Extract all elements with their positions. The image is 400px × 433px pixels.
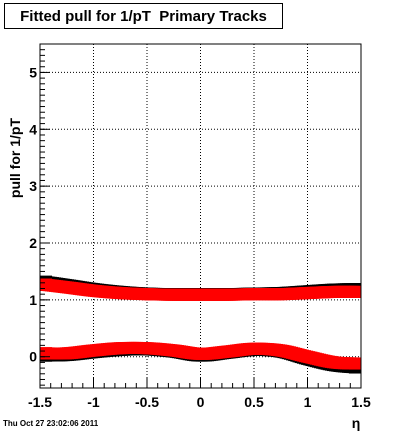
y-tick-label: 3 [29,178,37,194]
data-marker [349,357,361,370]
datestamp: Thu Oct 27 23:02:06 2011 [3,419,99,428]
chart-title: Fitted pull for 1/pT Primary Tracks [4,3,283,29]
y-axis-label: pull for 1/pT [7,118,23,199]
tick-labels: -1.5 -1 -0.5 0 0.5 1 1.5 0 1 2 3 4 5 [28,64,371,410]
series-4 [40,341,361,370]
y-tick-label: 1 [29,292,37,308]
x-tick-label: 0.5 [244,394,264,410]
x-tick-label: -1 [87,394,100,410]
y-tick-label: 2 [29,235,37,251]
y-tick-label: 5 [29,64,37,80]
x-tick-label: 1.5 [351,394,371,410]
grid [40,44,361,388]
x-axis-label: η [352,415,361,431]
x-tick-label: 0 [197,394,205,410]
y-tick-label: 0 [29,349,37,365]
x-tick-label: -0.5 [135,394,159,410]
x-tick-label: -1.5 [28,394,52,410]
series-group [40,275,361,374]
x-tick-label: 1 [304,394,312,410]
y-tick-label: 4 [29,121,37,137]
data-marker [349,285,361,298]
axis-ticks [39,43,362,388]
series-2 [40,278,361,301]
